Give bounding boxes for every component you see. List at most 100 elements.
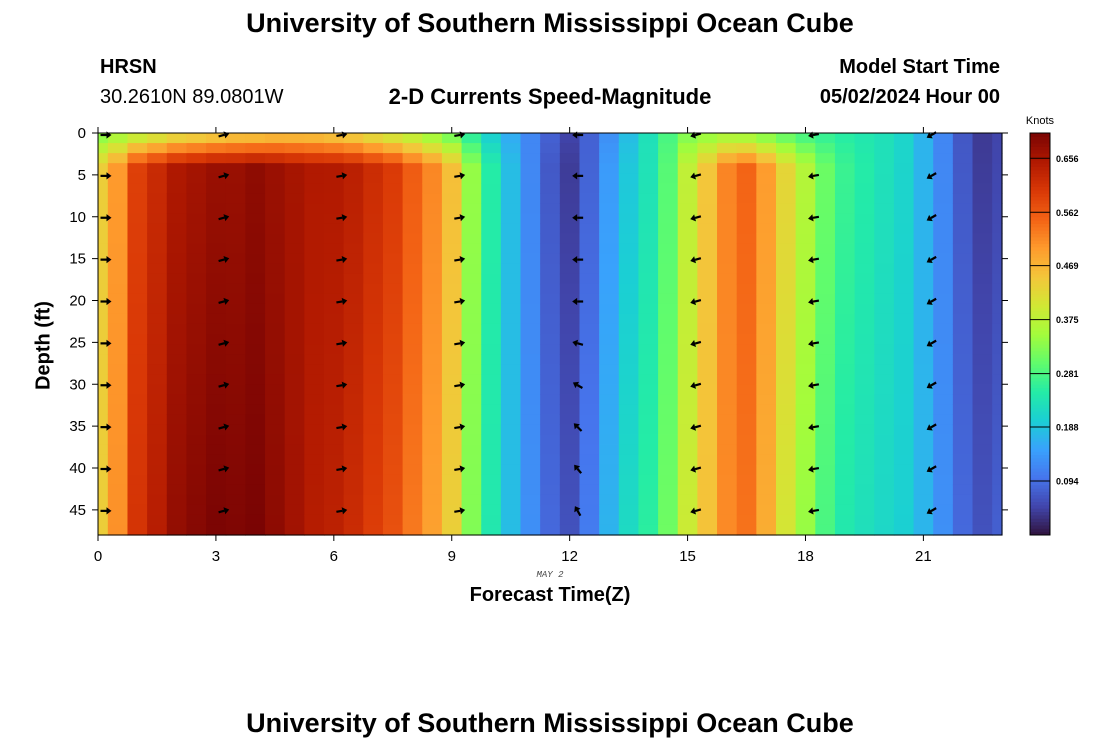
heatmap-cell: [815, 163, 836, 174]
heatmap-cell: [245, 464, 266, 476]
heatmap-cell: [697, 283, 718, 295]
heatmap-cell: [481, 374, 502, 385]
colorbar-segment: [1030, 240, 1050, 245]
heatmap-cell: [441, 183, 463, 194]
heatmap-cell: [697, 203, 718, 214]
heatmap-cell: [717, 454, 738, 466]
current-vector: [572, 381, 583, 389]
heatmap-cell: [952, 354, 974, 365]
heatmap-cell: [500, 133, 522, 144]
heatmap-cell: [343, 404, 364, 415]
heatmap-cell: [98, 203, 109, 214]
heatmap-cell: [265, 344, 286, 355]
heatmap-cell: [795, 444, 816, 456]
heatmap-cell: [304, 283, 325, 295]
heatmap-cell: [107, 323, 129, 335]
heatmap-cell: [992, 334, 1003, 345]
heatmap-cell: [874, 193, 895, 204]
heatmap-cell: [127, 334, 148, 345]
heatmap-cell: [186, 374, 207, 385]
heatmap-cell: [382, 143, 404, 154]
heatmap-cell: [658, 223, 679, 235]
heatmap-cell: [481, 424, 502, 436]
heatmap-cell: [952, 384, 974, 395]
current-vector: [218, 423, 230, 431]
heatmap-cell: [736, 253, 757, 265]
heatmap-cell: [324, 344, 345, 355]
heatmap-cell: [441, 474, 463, 486]
heatmap-cell: [127, 354, 148, 365]
heatmap-cell: [324, 384, 345, 395]
heatmap-cell: [579, 434, 600, 446]
heatmap-cell: [540, 374, 561, 385]
heatmap-cell: [481, 213, 502, 225]
current-vector: [808, 381, 820, 389]
colorbar-segment: [1030, 189, 1050, 194]
heatmap-cell: [756, 143, 777, 154]
heatmap-cell: [893, 133, 915, 144]
heatmap-cell: [166, 243, 188, 255]
heatmap-cell: [225, 344, 246, 355]
heatmap-cell: [874, 494, 895, 506]
heatmap-cell: [992, 504, 1003, 516]
heatmap-cell: [304, 143, 325, 154]
current-vector: [218, 256, 230, 263]
heatmap-cell: [658, 344, 679, 355]
heatmap-cell: [166, 484, 188, 496]
heatmap-cell: [343, 494, 364, 506]
heatmap-cell: [363, 414, 384, 426]
heatmap-cell: [913, 394, 934, 405]
heatmap-cell: [422, 444, 443, 456]
heatmap-cell: [520, 414, 541, 426]
current-vector: [926, 255, 937, 263]
heatmap-cell: [933, 364, 954, 375]
heatmap-cell: [520, 163, 541, 174]
heatmap-cell: [893, 384, 915, 395]
heatmap-cell: [343, 283, 364, 295]
heatmap-cell: [717, 414, 738, 426]
heatmap-cell: [382, 404, 404, 415]
heatmap-cell: [540, 133, 561, 144]
heatmap-cell: [481, 303, 502, 315]
heatmap-cell: [206, 323, 227, 335]
heatmap-cell: [579, 424, 600, 436]
heatmap-cell: [422, 223, 443, 235]
heatmap-cell: [893, 404, 915, 415]
heatmap-cell: [500, 334, 522, 345]
heatmap-cell: [206, 504, 227, 516]
heatmap-cell: [717, 273, 738, 285]
heatmap-cell: [815, 334, 836, 345]
heatmap-cell: [776, 524, 797, 536]
heatmap-cell: [402, 384, 423, 395]
heatmap-cell: [382, 293, 404, 305]
colorbar-segment: [1030, 256, 1050, 261]
heatmap-cell: [677, 143, 698, 154]
heatmap-cell: [854, 283, 875, 295]
heatmap-cell: [225, 273, 246, 285]
heatmap-cell: [952, 183, 974, 194]
heatmap-cell: [284, 484, 305, 496]
colorbar-segment: [1030, 531, 1050, 536]
current-vector: [690, 131, 702, 139]
heatmap-cell: [441, 283, 463, 295]
heatmap-cell: [638, 163, 659, 174]
heatmap-cell: [972, 203, 993, 214]
heatmap-cell: [245, 434, 266, 446]
heatmap-cell: [992, 163, 1003, 174]
heatmap-cell: [481, 494, 502, 506]
colorbar-segment: [1030, 230, 1050, 234]
heatmap-cell: [776, 203, 797, 214]
current-vector: [100, 172, 112, 180]
heatmap-cell: [893, 504, 915, 516]
heatmap-cell: [992, 524, 1003, 536]
heatmap-cell: [717, 394, 738, 405]
heatmap-cell: [599, 323, 620, 335]
heatmap-cell: [98, 273, 109, 285]
heatmap-cell: [98, 384, 109, 395]
colorbar-segment: [1030, 287, 1050, 291]
heatmap-cell: [166, 213, 188, 225]
heatmap-cell: [893, 213, 915, 225]
heatmap-cell: [933, 273, 954, 285]
heatmap-cell: [225, 313, 246, 325]
heatmap-cell: [697, 454, 718, 466]
